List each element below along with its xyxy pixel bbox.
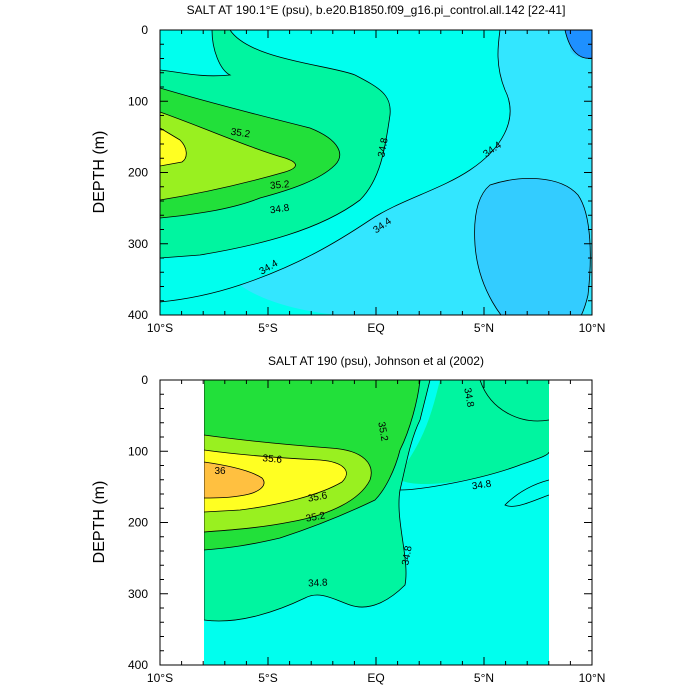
bottom-contour-label-4: 35.2 <box>305 510 327 524</box>
y-tick-label: 0 <box>141 23 148 37</box>
bottom-contour-label-2: 36 <box>214 466 226 477</box>
bottom-contour-label-3: 35.6 <box>307 490 329 504</box>
bottom-panel: SALT AT 190 (psu), Johnson et al (2002) … <box>91 354 605 685</box>
bottom-fill-36 <box>204 450 347 512</box>
x-tick-label: 5°N <box>474 671 494 685</box>
x-tick-label: 10°S <box>147 321 173 335</box>
x-tick-label: EQ <box>367 671 384 685</box>
y-tick-label: 0 <box>141 373 148 387</box>
top-contour-label-2: 35.2 <box>270 179 291 192</box>
x-tick-label: 5°S <box>258 671 277 685</box>
top-contour-label-3: 34.8 <box>376 137 390 159</box>
top-fill-core-35-6 <box>160 112 296 200</box>
y-tick-label: 100 <box>128 444 148 458</box>
bottom-fill-34-4-band <box>505 480 549 507</box>
x-tick-label: 5°S <box>258 321 277 335</box>
x-tick-label: 10°N <box>579 321 606 335</box>
top-fill-pool-ne <box>565 30 592 59</box>
y-tick-label: 400 <box>128 308 148 322</box>
bottom-contour-labels: 35.6 36 35.6 35.2 35.2 34.8 34.8 34.8 34… <box>214 387 492 589</box>
top-fill-core-36 <box>160 128 187 166</box>
y-tick-label: 200 <box>128 516 148 530</box>
top-axes: 10°S 5°S EQ 5°N 10°N 0 100 200 300 400 <box>128 23 605 335</box>
bottom-title: SALT AT 190 (psu), Johnson et al (2002) <box>268 354 484 368</box>
x-tick-label: EQ <box>367 321 384 335</box>
top-y-axis-label: DEPTH (m) <box>91 131 108 214</box>
top-fill-lowsal-deep <box>474 178 591 315</box>
top-title: SALT AT 190.1°E (psu), b.e20.B1850.f09_g… <box>187 3 566 17</box>
y-tick-label: 300 <box>128 587 148 601</box>
x-tick-label: 10°N <box>579 671 606 685</box>
y-tick-label: 100 <box>128 94 148 108</box>
top-panel: SALT AT 190.1°E (psu), b.e20.B1850.f09_g… <box>91 3 605 335</box>
top-contour-fills <box>160 30 592 315</box>
bottom-contour-label-6: 34.8 <box>461 387 475 409</box>
top-contour-label-1: 35.2 <box>230 127 251 141</box>
bottom-contour-label-1: 35.6 <box>262 453 283 466</box>
bottom-axes: 10°S 5°S EQ 5°N 10°N 0 100 200 300 400 <box>128 373 605 685</box>
bottom-fill-36-4 <box>204 462 265 498</box>
bottom-contour-label-5: 35.2 <box>375 421 389 443</box>
bottom-contour-label-8: 34.8 <box>400 545 414 567</box>
y-tick-label: 200 <box>128 166 148 180</box>
x-tick-label: 10°S <box>147 671 173 685</box>
bottom-y-axis-label: DEPTH (m) <box>91 481 108 564</box>
x-tick-label: 5°N <box>474 321 494 335</box>
y-tick-label: 400 <box>128 658 148 672</box>
y-tick-label: 300 <box>128 237 148 251</box>
top-contour-label-4: 34.8 <box>269 203 290 217</box>
bottom-contour-label-9: 34.8 <box>308 577 328 589</box>
bottom-contour-lines <box>204 380 549 622</box>
top-contour-lines <box>160 30 592 315</box>
bottom-contour-label-7: 34.8 <box>471 479 492 493</box>
